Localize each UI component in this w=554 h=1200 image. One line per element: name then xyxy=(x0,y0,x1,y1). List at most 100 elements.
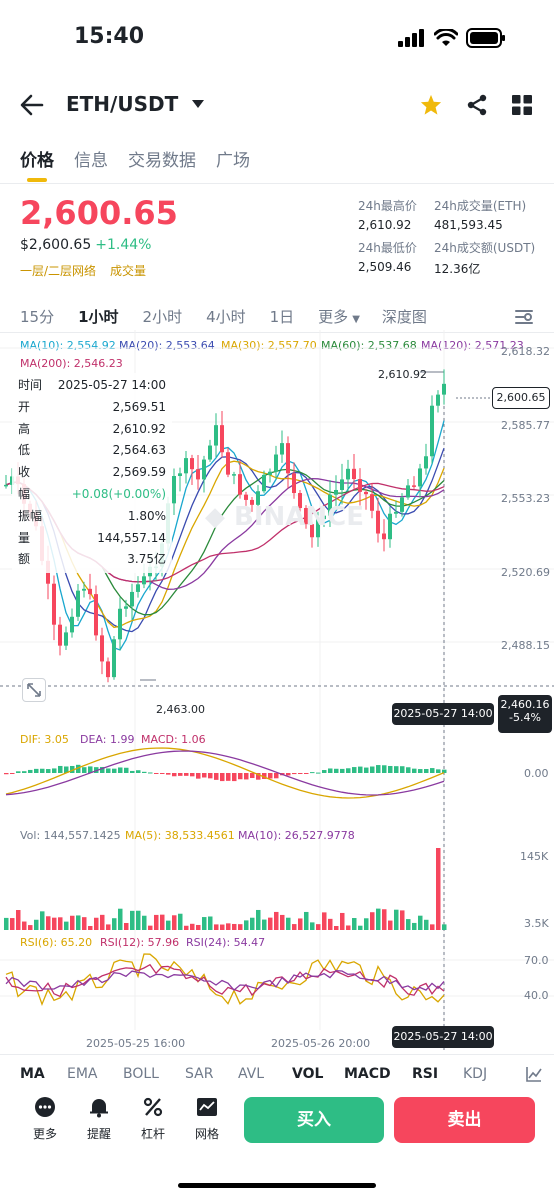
ind-tab-vol[interactable]: VOL xyxy=(292,1066,324,1082)
volume-bar xyxy=(436,848,441,930)
candle xyxy=(418,468,422,487)
ind-tab-ma[interactable]: MA xyxy=(20,1066,45,1082)
interval-1d[interactable]: 1日 xyxy=(269,308,295,326)
volume-bar xyxy=(274,911,279,930)
interval-1h[interactable]: 1小时 xyxy=(78,308,119,326)
candle xyxy=(70,616,74,633)
back-arrow-icon[interactable] xyxy=(20,94,44,116)
price-tick: 2,585.77 xyxy=(501,419,550,432)
action-alert[interactable]: 提醒 xyxy=(79,1096,119,1142)
stat-low: 2,509.46 xyxy=(358,260,412,274)
volume-bar xyxy=(4,917,9,930)
percent-icon xyxy=(143,1097,163,1117)
indicator-settings-icon[interactable] xyxy=(526,1066,542,1082)
ind-tab-avl[interactable]: AVL xyxy=(238,1066,265,1082)
macd-bar xyxy=(268,773,273,779)
price-change: +1.44% xyxy=(95,237,152,253)
macd-bar xyxy=(148,772,153,774)
interval-more[interactable]: 更多 ▼ xyxy=(318,306,360,327)
macd-bar xyxy=(298,773,303,774)
macd-bar xyxy=(118,767,123,773)
ind-tab-boll[interactable]: BOLL xyxy=(123,1066,159,1082)
macd-bar xyxy=(220,773,225,782)
volume-bar xyxy=(124,922,129,930)
rsi24-label: RSI(24): 54.47 xyxy=(186,936,266,949)
volume-bar xyxy=(64,921,69,930)
ind-tab-sar[interactable]: SAR xyxy=(185,1066,214,1082)
candle xyxy=(310,524,314,538)
ind-tab-ema[interactable]: EMA xyxy=(67,1066,98,1082)
star-icon[interactable] xyxy=(420,94,442,116)
volume-bar xyxy=(178,913,183,930)
action-more[interactable]: 更多 xyxy=(25,1096,65,1142)
interval-2h[interactable]: 2小时 xyxy=(142,308,183,326)
volume-bar xyxy=(184,925,189,930)
tooltip-key: 高 xyxy=(18,421,31,436)
volume-bar xyxy=(82,917,87,930)
ind-tab-macd[interactable]: MACD xyxy=(344,1066,391,1082)
tab-square[interactable]: 广场 xyxy=(216,151,250,171)
volume-bar xyxy=(298,918,303,930)
volume-bar xyxy=(34,919,39,930)
grid-bot-icon xyxy=(197,1098,217,1116)
candle xyxy=(172,476,176,504)
macd-bar xyxy=(250,773,255,779)
caret-down-icon: ▼ xyxy=(352,314,360,325)
tab-trading-data[interactable]: 交易数据 xyxy=(128,151,196,171)
candle xyxy=(304,508,308,525)
watermark: ◆ BINANCE xyxy=(205,502,364,532)
macd-bar xyxy=(286,773,291,776)
volume-bar xyxy=(286,917,291,930)
vol-ma10: MA(10): 26,527.9778 xyxy=(238,829,355,842)
rsi-line xyxy=(5,970,445,992)
time-label: 2025-05-25 16:00 xyxy=(86,1037,186,1050)
action-grid[interactable]: 网格 xyxy=(187,1096,227,1142)
interval-4h[interactable]: 4小时 xyxy=(206,308,246,326)
candle xyxy=(382,533,386,540)
expand-icon[interactable] xyxy=(22,678,46,702)
candle xyxy=(52,583,56,625)
candle xyxy=(136,584,140,592)
volume-bar xyxy=(316,924,321,930)
volume-bar xyxy=(172,915,177,930)
tab-underline xyxy=(27,178,47,182)
macd-bar xyxy=(154,773,159,774)
macd-bar xyxy=(334,768,339,773)
candle xyxy=(112,639,116,678)
action-margin[interactable]: 杠杆 xyxy=(133,1096,173,1142)
macd-bar xyxy=(352,767,357,773)
caret-down-icon[interactable] xyxy=(192,100,204,108)
candle xyxy=(316,519,320,538)
chart-settings-icon[interactable] xyxy=(514,308,534,326)
interval-15m[interactable]: 15分 xyxy=(20,308,55,326)
grid-view-icon[interactable] xyxy=(512,95,532,115)
macd-bar xyxy=(226,773,231,781)
volume-bar xyxy=(214,924,219,930)
macd-bar xyxy=(442,769,447,773)
ind-tab-kdj[interactable]: KDJ xyxy=(463,1066,488,1082)
divider xyxy=(0,332,554,333)
macd-value: MACD: 1.06 xyxy=(141,733,206,746)
pair-title[interactable]: ETH/USDT xyxy=(66,92,179,116)
share-icon[interactable] xyxy=(466,94,488,116)
volume-bar xyxy=(106,924,111,930)
candle xyxy=(256,491,260,505)
tab-price[interactable]: 价格 xyxy=(20,151,54,171)
ind-tab-rsi[interactable]: RSI xyxy=(412,1066,439,1082)
kline-chart[interactable]: ◆ BINANCE xyxy=(0,330,554,1070)
volume-bar xyxy=(76,915,81,930)
tab-info[interactable]: 信息 xyxy=(74,151,108,171)
volume-bar xyxy=(10,918,15,930)
macd-bar xyxy=(376,765,381,773)
vol-ma5: MA(5): 38,533.4561 xyxy=(125,829,235,842)
interval-depth[interactable]: 深度图 xyxy=(381,308,427,326)
sell-button[interactable]: 卖出 xyxy=(394,1097,535,1143)
tag-layer[interactable]: 一层/二层网络 xyxy=(20,264,97,278)
macd-bar xyxy=(136,770,141,773)
tag-volume[interactable]: 成交量 xyxy=(110,264,147,278)
candle xyxy=(106,661,110,678)
macd-bar xyxy=(358,766,363,773)
buy-button[interactable]: 买入 xyxy=(244,1097,384,1143)
volume-bar xyxy=(394,909,399,930)
